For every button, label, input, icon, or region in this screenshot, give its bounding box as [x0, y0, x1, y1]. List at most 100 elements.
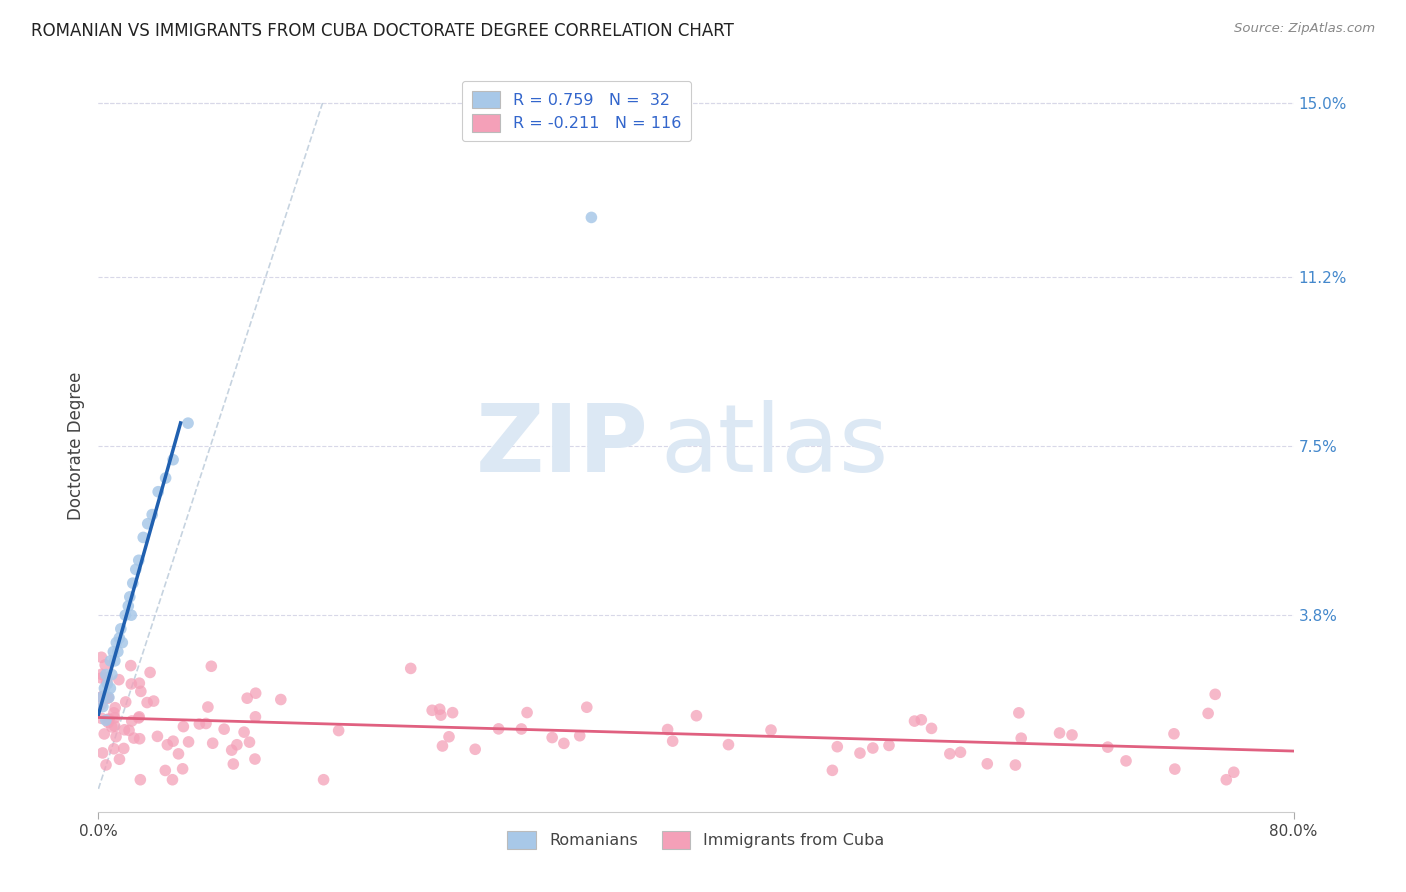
- Point: [90, 667, 112, 681]
- Point: [162, 734, 184, 748]
- Point: [245, 710, 267, 724]
- Point: [212, 722, 235, 736]
- Point: [97, 715, 120, 730]
- Point: [108, 631, 131, 645]
- Point: [399, 661, 422, 675]
- Point: [949, 745, 972, 759]
- Point: [118, 590, 141, 604]
- Point: [197, 700, 219, 714]
- Point: [128, 711, 150, 725]
- Point: [1010, 731, 1032, 746]
- Point: [553, 736, 575, 750]
- Point: [142, 694, 165, 708]
- Point: [120, 677, 142, 691]
- Point: [98, 681, 122, 696]
- Point: [155, 764, 177, 778]
- Point: [1204, 687, 1226, 701]
- Point: [104, 700, 127, 714]
- Point: [1060, 728, 1083, 742]
- Point: [155, 471, 177, 485]
- Point: [96, 675, 118, 690]
- Point: [420, 703, 443, 717]
- Point: [441, 706, 464, 720]
- Point: [111, 635, 134, 649]
- Point: [1215, 772, 1237, 787]
- Point: [129, 684, 152, 698]
- Point: [117, 599, 139, 613]
- Point: [921, 722, 943, 736]
- Point: [1163, 727, 1185, 741]
- Point: [1004, 758, 1026, 772]
- Point: [172, 720, 194, 734]
- Point: [136, 696, 159, 710]
- Point: [236, 691, 259, 706]
- Point: [121, 714, 143, 728]
- Point: [90, 671, 112, 685]
- Point: [118, 723, 141, 738]
- Point: [104, 711, 127, 725]
- Point: [328, 723, 350, 738]
- Point: [101, 720, 124, 734]
- Point: [108, 673, 131, 687]
- Text: ZIP: ZIP: [475, 400, 648, 492]
- Point: [90, 698, 112, 712]
- Point: [110, 622, 132, 636]
- Point: [91, 746, 114, 760]
- Point: [101, 667, 124, 681]
- Point: [1008, 706, 1031, 720]
- Point: [141, 508, 163, 522]
- Point: [103, 741, 125, 756]
- Point: [121, 576, 143, 591]
- Point: [91, 690, 114, 704]
- Point: [136, 516, 159, 531]
- Point: [114, 695, 136, 709]
- Point: [201, 736, 224, 750]
- Point: [759, 723, 782, 737]
- Point: [877, 739, 900, 753]
- Point: [200, 659, 222, 673]
- Point: [94, 758, 117, 772]
- Point: [172, 762, 194, 776]
- Point: [156, 738, 179, 752]
- Point: [104, 719, 127, 733]
- Point: [103, 706, 125, 720]
- Point: [97, 712, 120, 726]
- Point: [93, 681, 115, 696]
- Point: [108, 752, 131, 766]
- Point: [222, 757, 245, 772]
- Point: [177, 416, 200, 430]
- Point: [162, 452, 184, 467]
- Point: [128, 710, 150, 724]
- Point: [464, 742, 486, 756]
- Point: [90, 711, 112, 725]
- Point: [432, 739, 454, 753]
- Point: [94, 714, 117, 728]
- Point: [177, 735, 200, 749]
- Point: [238, 735, 260, 749]
- Point: [97, 690, 120, 705]
- Point: [270, 692, 292, 706]
- Point: [195, 716, 218, 731]
- Point: [114, 608, 136, 623]
- Point: [910, 713, 932, 727]
- Point: [226, 738, 249, 752]
- Point: [188, 717, 211, 731]
- Point: [437, 730, 460, 744]
- Y-axis label: Doctorate Degree: Doctorate Degree: [66, 372, 84, 520]
- Point: [661, 734, 683, 748]
- Point: [97, 690, 120, 705]
- Point: [167, 747, 190, 761]
- Point: [827, 739, 849, 754]
- Point: [146, 730, 169, 744]
- Legend: Romanians, Immigrants from Cuba: Romanians, Immigrants from Cuba: [501, 825, 891, 855]
- Point: [94, 657, 117, 672]
- Point: [221, 743, 243, 757]
- Point: [541, 731, 564, 745]
- Point: [94, 667, 117, 681]
- Point: [105, 635, 128, 649]
- Point: [581, 211, 603, 225]
- Point: [128, 553, 150, 567]
- Point: [488, 722, 510, 736]
- Point: [96, 676, 118, 690]
- Point: [717, 738, 740, 752]
